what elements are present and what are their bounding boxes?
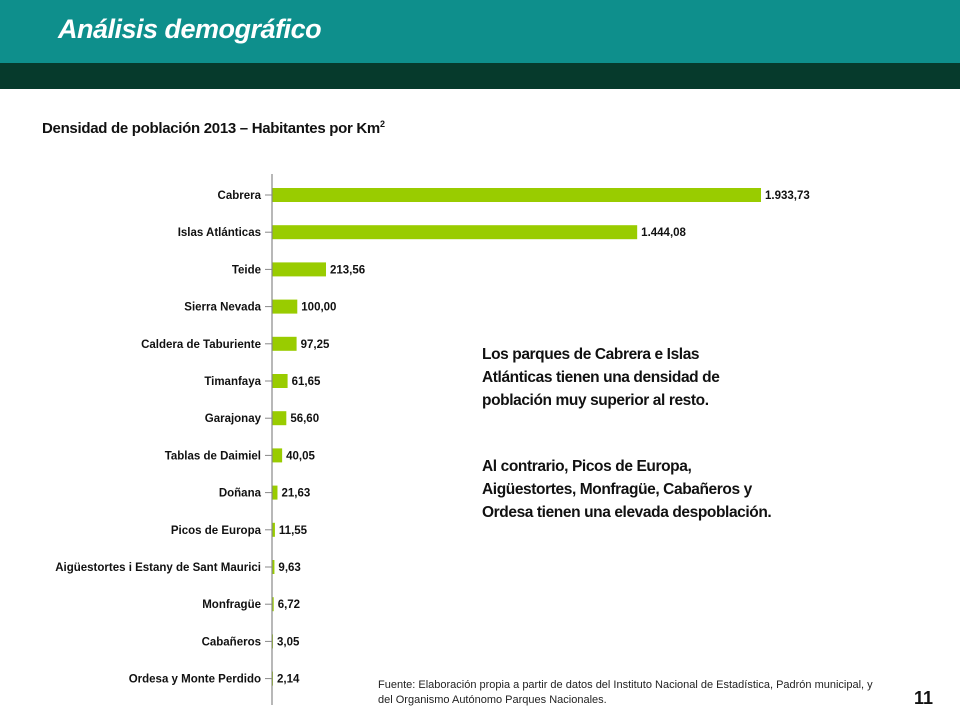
category-label: Sierra Nevada: [184, 302, 261, 314]
data-label: 100,00: [301, 302, 336, 314]
bar: [272, 522, 275, 537]
data-label: 56,60: [290, 413, 319, 425]
data-label: 9,63: [278, 562, 300, 574]
bar: [272, 225, 638, 240]
category-label: Doñana: [219, 488, 262, 500]
category-label: Tablas de Daimiel: [165, 450, 261, 462]
data-label: 1.444,08: [641, 227, 686, 239]
data-label: 11,55: [279, 525, 308, 537]
category-label: Monfragüe: [202, 599, 261, 611]
category-label: Timanfaya: [204, 376, 261, 388]
data-label: 61,65: [292, 376, 321, 388]
bar: [272, 411, 287, 426]
category-label: Islas Atlánticas: [178, 227, 261, 239]
category-label: Garajonay: [205, 413, 262, 425]
note-cabrera-islas: Los parques de Cabrera e Islas Atlántica…: [482, 346, 720, 409]
category-label: Cabrera: [218, 190, 262, 202]
category-label: Ordesa y Monte Perdido: [129, 674, 261, 686]
bar: [272, 262, 327, 277]
data-label: 6,72: [278, 599, 300, 611]
data-label: 40,05: [286, 450, 315, 462]
bar: [272, 448, 283, 463]
category-label: Teide: [232, 264, 261, 276]
bar: [272, 188, 761, 202]
data-label: 3,05: [277, 636, 300, 648]
data-label: 21,63: [281, 488, 310, 500]
data-label: 2,14: [277, 674, 300, 686]
data-label: 1.933,73: [765, 190, 810, 202]
category-label: Caldera de Taburiente: [141, 339, 261, 351]
header-stripe: [0, 63, 960, 89]
chart-title-text: Densidad de población 2013 – Habitantes …: [42, 120, 380, 137]
note-despoblacion: Al contrario, Picos de Europa, Aigüestor…: [482, 458, 772, 521]
chart-title-superscript: 2: [379, 119, 385, 129]
bar: [272, 597, 274, 612]
page-number: 11: [914, 688, 934, 708]
category-label: Aigüestortes i Estany de Sant Maurici: [55, 562, 261, 574]
source-note: Fuente: Elaboración propia a partir de d…: [378, 679, 873, 706]
category-label: Cabañeros: [202, 636, 261, 648]
bar: [272, 560, 275, 574]
bar: [272, 336, 297, 351]
data-label: 97,25: [301, 339, 330, 351]
bar: [272, 374, 288, 388]
page-title: Análisis demográfico: [58, 14, 322, 44]
bar: [272, 299, 298, 314]
chart-title: Densidad de población 2013 – Habitantes …: [42, 119, 385, 137]
bar: [272, 485, 278, 500]
data-label: 213,56: [330, 264, 365, 276]
category-label: Picos de Europa: [171, 525, 262, 537]
header-bar: [0, 0, 960, 63]
